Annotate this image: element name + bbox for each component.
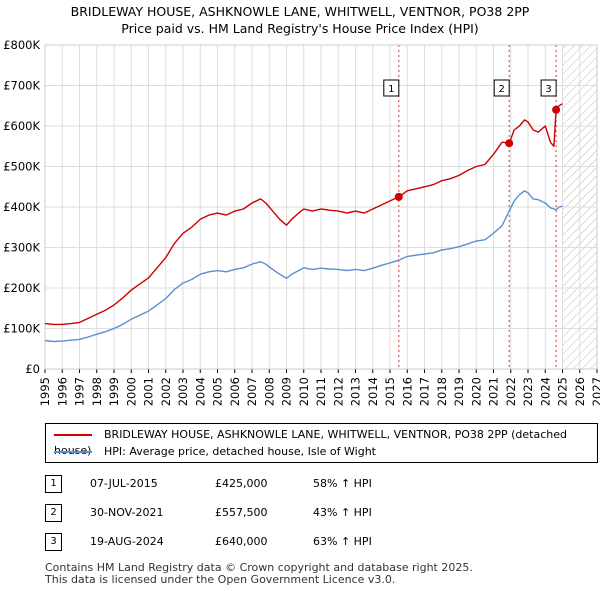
x-tick-label: 2024 — [538, 377, 552, 406]
transaction-hpi: 58% ↑ HPI — [313, 477, 372, 490]
legend-item-hpi: HPI: Average price, detached house, Isle… — [54, 444, 376, 460]
footer-licence: This data is licensed under the Open Gov… — [45, 573, 396, 586]
legend: BRIDLEWAY HOUSE, ASHKNOWLE LANE, WHITWEL… — [45, 423, 598, 463]
hpi-series-line — [44, 190, 563, 343]
y-tick-label: £200K — [3, 281, 40, 295]
transaction-number-badge: 1 — [45, 475, 62, 493]
x-tick-label: 2012 — [331, 377, 345, 406]
x-tick-label: 2015 — [383, 377, 397, 406]
chart-subtitle: Price paid vs. HM Land Registry's House … — [121, 21, 479, 36]
sale-label-number: 3 — [545, 84, 551, 95]
x-tick-label: 2009 — [280, 377, 294, 406]
transaction-hpi: 63% ↑ HPI — [313, 535, 372, 548]
x-tick-label: 2021 — [487, 377, 501, 406]
x-tick-label: 2008 — [262, 377, 276, 406]
footer-copyright: Contains HM Land Registry data © Crown c… — [45, 561, 473, 574]
chart-title: BRIDLEWAY HOUSE, ASHKNOWLE LANE, WHITWEL… — [70, 4, 530, 19]
table-row: 1 07-JUL-2015 £425,000 58% ↑ HPI — [45, 474, 565, 494]
sale-label-box — [383, 79, 400, 97]
x-tick-label: 1999 — [107, 377, 121, 406]
y-tick-label: £100K — [3, 322, 40, 336]
transaction-number-badge: 2 — [45, 504, 62, 522]
x-tick-label: 2010 — [297, 377, 311, 406]
property-series-line — [44, 103, 563, 326]
sale-label-number: 2 — [499, 84, 505, 95]
transaction-date: 07-JUL-2015 — [90, 477, 158, 490]
x-tick-label: 2016 — [400, 377, 414, 406]
legend-swatch-property — [54, 434, 92, 436]
sale-point — [394, 192, 403, 201]
x-tick-label: 2025 — [556, 377, 570, 406]
x-tick-label: 2018 — [435, 377, 449, 406]
x-tick-label: 1995 — [38, 377, 52, 406]
x-tick-label: 2003 — [176, 377, 190, 406]
x-tick-label: 2014 — [366, 377, 380, 406]
x-tick-label: 1997 — [73, 377, 87, 406]
x-tick-label: 2001 — [142, 377, 156, 406]
y-tick-label: £600K — [3, 119, 40, 133]
x-tick-label: 1996 — [55, 377, 69, 406]
legend-label-hpi: HPI: Average price, detached house, Isle… — [104, 445, 376, 458]
transaction-number-badge: 3 — [45, 533, 62, 551]
sale-label-number: 1 — [388, 84, 394, 95]
transaction-hpi: 43% ↑ HPI — [313, 506, 372, 519]
x-tick-label: 2023 — [521, 377, 535, 406]
legend-swatch-hpi — [54, 451, 92, 453]
x-tick-label: 2002 — [159, 377, 173, 406]
x-tick-label: 2027 — [590, 377, 600, 406]
sale-point — [552, 105, 561, 114]
transaction-date: 30-NOV-2021 — [90, 506, 164, 519]
x-tick-label: 2020 — [469, 377, 483, 406]
x-tick-label: 2019 — [452, 377, 466, 406]
transaction-date: 19-AUG-2024 — [90, 535, 164, 548]
transaction-price: £425,000 — [215, 477, 268, 490]
plot-frame — [44, 44, 598, 370]
y-tick-label: £700K — [3, 79, 40, 93]
x-tick-label: 2006 — [228, 377, 242, 406]
sale-label-box — [493, 79, 510, 97]
sale-point — [505, 139, 514, 148]
x-tick-label: 2026 — [573, 377, 587, 406]
y-tick-label: £400K — [3, 200, 40, 214]
x-tick-label: 2007 — [245, 377, 259, 406]
x-tick-label: 2017 — [418, 377, 432, 406]
price-chart: £0 £100K £200K £300K £400K £500K £600K £700K £80… — [3, 38, 600, 406]
x-tick-label: 2000 — [124, 377, 138, 406]
y-tick-label: £800K — [3, 38, 40, 52]
table-row: 2 30-NOV-2021 £557,500 43% ↑ HPI — [45, 503, 565, 523]
y-tick-label: £500K — [3, 160, 40, 174]
legend-item-property: BRIDLEWAY HOUSE, ASHKNOWLE LANE, WHITWEL… — [54, 427, 597, 457]
x-tick-label: 2011 — [314, 377, 328, 406]
y-tick-label: £0 — [25, 362, 40, 376]
sale-label-box — [540, 79, 557, 97]
x-tick-label: 1998 — [90, 377, 104, 406]
table-row: 3 19-AUG-2024 £640,000 63% ↑ HPI — [45, 532, 565, 552]
x-tick-label: 2022 — [504, 377, 518, 406]
y-tick-label: £300K — [3, 241, 40, 255]
transaction-price: £557,500 — [215, 506, 268, 519]
x-tick-label: 2005 — [211, 377, 225, 406]
x-tick-label: 2013 — [349, 377, 363, 406]
transaction-price: £640,000 — [215, 535, 268, 548]
x-tick-label: 2004 — [193, 377, 207, 406]
legend-label-property: BRIDLEWAY HOUSE, ASHKNOWLE LANE, WHITWEL… — [54, 428, 568, 457]
